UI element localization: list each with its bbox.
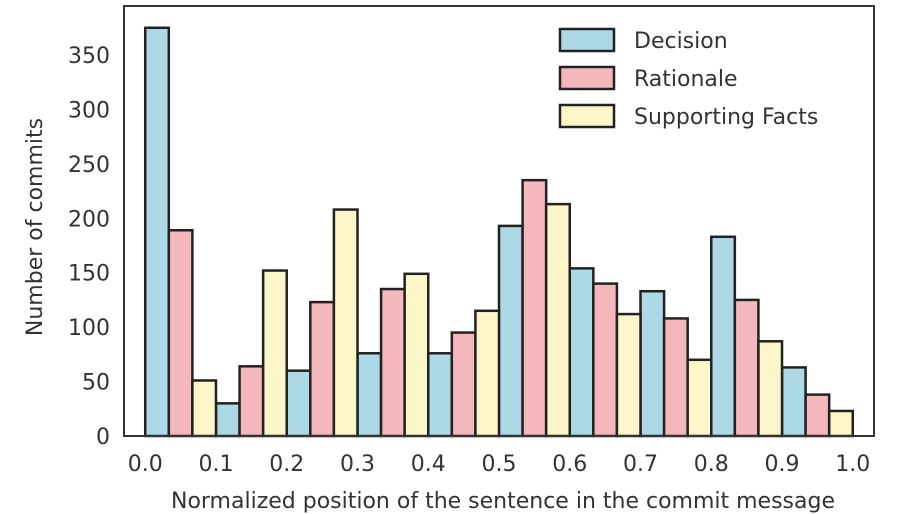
bar-decision-6 (568, 267, 595, 438)
x-tick-label: 0.0 (128, 452, 163, 477)
bar-rationale-5 (521, 178, 548, 438)
y-tick-label: 350 (68, 44, 110, 69)
x-tick-label: 0.8 (694, 452, 729, 477)
bar-supporting-facts-1 (261, 269, 288, 438)
y-tick-label: 100 (68, 316, 110, 341)
bar-decision-7 (639, 289, 666, 438)
x-tick-label: 0.9 (765, 452, 800, 477)
y-axis-ticks: 0 50 100 150 200 250 300 350 (68, 44, 110, 450)
bar-supporting-facts-9 (827, 409, 855, 438)
bar-decision-0 (143, 26, 171, 438)
y-axis-label: Number of commits (23, 118, 48, 336)
legend-swatch-rationale (558, 65, 616, 91)
bar-supporting-facts-0 (191, 379, 218, 438)
y-tick-label: 0 (96, 425, 110, 450)
y-tick-label: 300 (68, 98, 110, 123)
bar-rationale-1 (238, 365, 265, 438)
bar-decision-5 (497, 224, 524, 438)
bar-decision-9 (780, 366, 807, 438)
legend-swatch-supporting-facts (558, 103, 616, 129)
legend-swatch-decision (558, 27, 616, 53)
bar-supporting-facts-8 (757, 340, 784, 438)
x-axis-ticks: 0.0 0.1 0.2 0.3 0.4 0.5 0.6 0.7 0.8 0.9 1.0 (128, 452, 871, 477)
bar-decision-2 (285, 369, 312, 438)
y-tick-label: 250 (68, 153, 110, 178)
bar-rationale-3 (379, 287, 406, 438)
bars-layer (143, 26, 855, 438)
bar-rationale-7 (662, 317, 689, 438)
bar-rationale-0 (167, 229, 194, 438)
bar-rationale-4 (450, 331, 477, 438)
plot-frame (123, 5, 875, 437)
bar-decision-8 (710, 235, 737, 438)
bar-rationale-2 (309, 300, 336, 438)
legend-label-rationale: Rationale (634, 67, 738, 92)
x-tick-label: 0.7 (623, 452, 658, 477)
bar-rationale-6 (592, 282, 619, 438)
x-tick-label: 0.5 (482, 452, 517, 477)
y-tick-label: 200 (68, 207, 110, 232)
x-tick-label: 1.0 (835, 452, 870, 477)
bar-rationale-9 (804, 393, 831, 438)
bar-supporting-facts-6 (615, 312, 642, 438)
x-tick-label: 0.3 (340, 452, 375, 477)
bar-supporting-facts-3 (403, 272, 430, 438)
legend-label-decision: Decision (634, 29, 728, 54)
bar-decision-1 (214, 402, 241, 438)
legend-label-supporting-facts: Supporting Facts (634, 105, 818, 130)
x-tick-label: 0.4 (411, 452, 446, 477)
bar-supporting-facts-4 (474, 309, 501, 438)
bar-supporting-facts-5 (544, 202, 572, 438)
legend: Decision Rationale Supporting Facts (558, 27, 818, 130)
x-axis-label: Normalized position of the sentence in t… (171, 489, 835, 514)
x-tick-label: 0.1 (198, 452, 233, 477)
x-tick-label: 0.2 (269, 452, 304, 477)
x-tick-label: 0.6 (552, 452, 587, 477)
bar-decision-4 (426, 352, 454, 438)
y-tick-label: 150 (68, 262, 110, 287)
bar-rationale-8 (733, 298, 760, 438)
bar-supporting-facts-2 (332, 208, 359, 438)
y-tick-label: 50 (82, 371, 110, 396)
bar-decision-3 (356, 352, 383, 438)
bar-supporting-facts-7 (686, 358, 713, 438)
